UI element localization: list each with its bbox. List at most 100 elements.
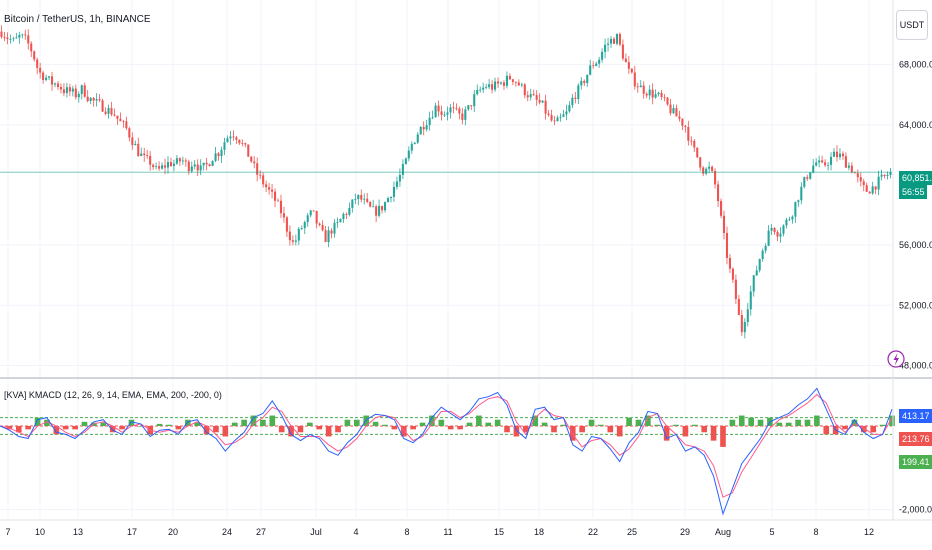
histogram-bar [203,426,210,435]
candle-body [470,105,473,107]
candle-body [553,120,556,122]
histogram-bar [823,426,830,435]
candle-body [425,125,428,130]
candle-body [696,147,699,158]
candle-body [71,88,74,92]
candle-body [746,309,749,322]
candle-body [648,89,651,96]
candle-body [354,199,357,200]
candle-body [618,34,621,45]
candle-body [446,112,449,115]
candle-body [158,166,161,169]
candle-body [660,92,663,97]
candle-body [15,37,18,39]
candle-body [291,240,294,242]
candle-body [146,155,149,156]
indicator-title[interactable]: [KVA] KMACD (12, 26, 9, 14, EMA, EMA, 20… [4,390,222,400]
candle-body [627,62,630,69]
candle-body [773,227,776,233]
candle-body [538,99,541,103]
candle-body [589,65,592,75]
candle-body [464,109,467,120]
candle-body [877,176,880,190]
histogram-bar [532,415,539,426]
histogram-bar [278,426,285,433]
histogram-bar [269,415,276,426]
candle-body [247,144,250,157]
candle-body [583,80,586,84]
candle-body [199,165,202,171]
candle-body [410,143,413,151]
candle-body [404,158,407,165]
alert-icon[interactable] [887,350,905,368]
candle-body [770,227,773,231]
candle-body [389,196,393,199]
candle-body [214,153,217,161]
candle-body [45,77,48,80]
histogram-bar [879,424,886,426]
histogram-bar [250,415,257,426]
candle-body [693,140,696,148]
price-tick-label: 68,000.00 [899,60,932,70]
x-tick-label: 4 [353,527,358,537]
candle-body [372,206,375,208]
candle-body [9,39,12,40]
candle-body [559,116,562,118]
signal-value-tag: 213.76 [899,432,932,446]
candle-body [485,87,488,88]
histogram-bar [870,426,877,433]
candle-body [473,94,476,107]
candle-body [113,114,116,116]
candle-body [315,210,318,224]
candle-body [175,158,178,164]
histogram-bar [466,422,473,426]
candle-body [33,51,36,60]
candle-body [59,87,62,90]
signal-line [0,393,893,498]
candle-body [152,164,155,168]
histogram-bar [119,426,125,430]
histogram-bar [795,419,801,426]
candle-body [56,83,60,88]
x-tick-label: 27 [256,527,266,537]
candle-body [494,81,497,90]
histogram-bar [673,424,679,426]
candle-body [116,115,119,119]
candle-body [856,173,859,178]
candle-body [859,177,862,182]
x-tick-label: 13 [73,527,83,537]
candle-body [166,162,170,168]
price-tick-label: 52,000.00 [899,300,932,310]
histogram-bar [25,426,31,430]
candle-body [428,117,431,126]
candle-body [95,99,98,101]
candle-body [636,86,639,88]
candle-body [719,201,723,216]
candle-body [455,108,458,109]
candle-body [74,88,77,98]
candle-body [253,161,256,164]
candle-body [89,97,92,102]
candle-body [381,205,384,211]
candle-body [273,191,277,201]
candle-body [835,151,839,158]
candle-body [827,164,830,166]
price-series [0,25,892,339]
candle-body [511,79,514,82]
candle-body [101,100,104,112]
candle-body [12,38,15,40]
candle-body [800,186,803,201]
candle-body [351,199,354,208]
candle-body [229,136,232,139]
gridlines [0,0,892,518]
candle-body [6,37,9,40]
currency-unit-button[interactable]: USDT [896,10,928,40]
candle-body [818,160,821,163]
histogram-bar [616,426,623,437]
candle-body [223,142,226,150]
candle-body [728,257,731,269]
candle-body [642,85,645,94]
candle-body [595,63,598,66]
candle-body [140,153,143,157]
